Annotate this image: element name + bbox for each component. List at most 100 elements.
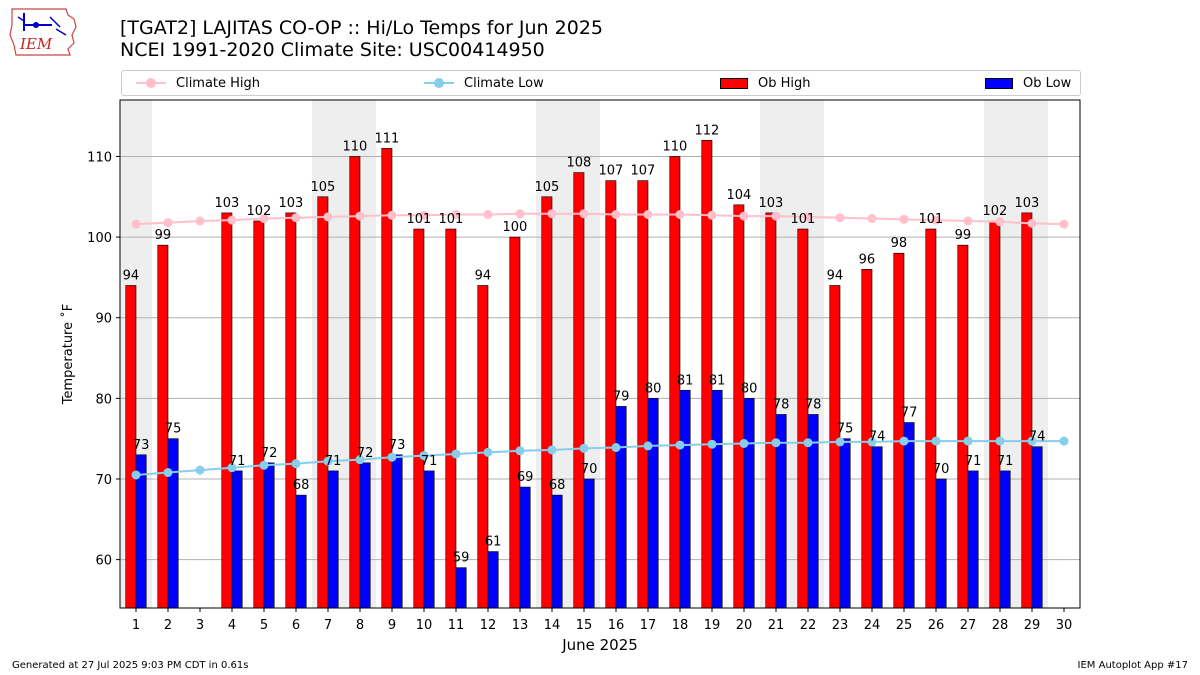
climate-low-point-day-11 [451, 449, 461, 459]
climate-high-point-day-18 [675, 210, 685, 220]
ob-low-bar-day-14 [551, 494, 563, 609]
climate-high-point-day-8 [355, 211, 365, 221]
ob-low-bar-day-20 [743, 398, 755, 609]
ob-high-label-day-23: 94 [827, 268, 844, 283]
ob-high-label-day-24: 96 [859, 252, 876, 267]
climate-high-point-day-10 [419, 210, 429, 220]
ob-high-label-day-11: 101 [438, 212, 463, 227]
x-tick-label-22: 22 [800, 618, 817, 633]
x-tick-label-8: 8 [356, 618, 364, 633]
climate-high-point-day-20 [739, 211, 749, 221]
climate-low-point-day-15 [579, 443, 589, 453]
ob-low-bar-day-23 [839, 438, 851, 609]
y-tick-label-110: 110 [87, 150, 112, 165]
climate-high-point-day-23 [835, 213, 845, 223]
ob-high-label-day-16: 107 [598, 164, 623, 179]
climate-low-point-day-22 [803, 438, 813, 448]
climate-low-point-day-27 [963, 436, 973, 446]
ob-low-label-day-9: 73 [389, 438, 406, 453]
ob-low-label-day-21: 78 [773, 397, 790, 412]
ob-high-label-day-14: 105 [534, 180, 559, 195]
ob-high-label-day-26: 101 [918, 212, 943, 227]
x-tick-label-20: 20 [736, 618, 753, 633]
ob-low-label-day-29: 74 [1029, 430, 1046, 445]
climate-low-point-day-8 [355, 455, 365, 465]
climate-low-point-day-12 [483, 447, 493, 457]
y-tick-label-80: 80 [95, 392, 112, 407]
ob-low-bar-day-11 [455, 567, 467, 609]
ob-high-label-day-6: 103 [278, 196, 303, 211]
ob-low-label-day-2: 75 [165, 422, 182, 437]
ob-low-label-day-8: 72 [357, 446, 374, 461]
climate-high-point-day-7 [323, 212, 333, 222]
climate-high-point-day-14 [547, 209, 557, 219]
climate-low-point-day-25 [899, 436, 909, 446]
ob-low-bar-day-13 [519, 486, 531, 609]
x-tick-label-28: 28 [992, 618, 1009, 633]
ob-low-bar-day-10 [423, 470, 435, 609]
ob-low-bar-day-4 [231, 470, 243, 609]
ob-low-bar-day-12 [487, 551, 499, 609]
climate-low-point-day-1 [131, 470, 141, 480]
ob-low-label-day-15: 70 [581, 462, 598, 477]
footer-app: IEM Autoplot App #17 [1077, 660, 1188, 671]
ob-high-bar-day-22 [797, 228, 809, 609]
ob-high-label-day-9: 111 [374, 131, 399, 146]
ob-high-bar-day-14 [541, 196, 553, 609]
ob-low-label-day-19: 81 [709, 373, 726, 388]
ob-high-bar-day-8 [349, 156, 361, 609]
ob-low-bar-day-8 [359, 462, 371, 609]
ob-low-label-day-1: 73 [133, 438, 150, 453]
ob-low-label-day-27: 71 [965, 454, 982, 469]
y-tick-label-100: 100 [87, 231, 112, 246]
ob-high-label-day-17: 107 [630, 164, 655, 179]
ob-low-label-day-4: 71 [229, 454, 246, 469]
ob-low-label-day-6: 68 [293, 478, 310, 493]
ob-low-label-day-10: 71 [421, 454, 438, 469]
x-tick-label-4: 4 [228, 618, 236, 633]
ob-high-bar-day-15 [573, 172, 585, 609]
x-tick-label-21: 21 [768, 618, 785, 633]
chart-title: [TGAT2] LAJITAS CO-OP :: Hi/Lo Temps for… [120, 17, 603, 39]
ob-high-bar-day-10 [413, 228, 425, 609]
ob-low-bar-day-5 [263, 462, 275, 609]
ob-low-bar-day-18 [679, 389, 691, 609]
svg-text:IEM: IEM [19, 35, 53, 53]
y-axis-label: Temperature ˚F [60, 304, 76, 405]
x-tick-label-25: 25 [896, 618, 913, 633]
x-tick-label-3: 3 [196, 618, 204, 633]
iem-logo: IEM [9, 8, 77, 56]
x-tick-label-26: 26 [928, 618, 945, 633]
climate-low-point-day-7 [323, 456, 333, 466]
ob-low-bar-day-26 [935, 478, 947, 609]
x-tick-label-29: 29 [1024, 618, 1041, 633]
climate-high-point-day-19 [707, 210, 717, 220]
chart-subtitle: NCEI 1991-2020 Climate Site: USC00414950 [120, 39, 545, 61]
climate-high-point-day-3 [195, 216, 205, 226]
climate-low-point-day-10 [419, 451, 429, 461]
ob-low-label-day-25: 77 [901, 406, 918, 421]
ob-high-bar-day-20 [733, 204, 745, 609]
x-tick-label-11: 11 [448, 618, 465, 633]
climate-low-point-day-30 [1059, 436, 1069, 446]
legend-climate-low: Climate Low [424, 71, 544, 95]
ob-low-bar-day-28 [999, 470, 1011, 609]
climate-low-point-day-6 [291, 459, 301, 469]
ob-low-label-day-12: 61 [485, 535, 502, 550]
ob-high-bar-day-4 [221, 212, 233, 609]
ob-high-label-day-8: 110 [342, 139, 367, 154]
ob-low-label-day-28: 71 [997, 454, 1014, 469]
x-tick-label-14: 14 [544, 618, 561, 633]
climate-low-point-day-17 [643, 441, 653, 451]
ob-high-label-day-20: 104 [726, 188, 751, 203]
y-tick-label-60: 60 [95, 554, 112, 569]
climate-high-point-day-6 [291, 213, 301, 223]
x-tick-label-18: 18 [672, 618, 689, 633]
ob-high-label-day-2: 99 [155, 228, 172, 243]
x-tick-label-7: 7 [324, 618, 332, 633]
ob-low-label-day-5: 72 [261, 446, 278, 461]
climate-low-point-day-28 [995, 436, 1005, 446]
climate-low-point-day-3 [195, 465, 205, 475]
climate-high-point-day-16 [611, 210, 621, 220]
